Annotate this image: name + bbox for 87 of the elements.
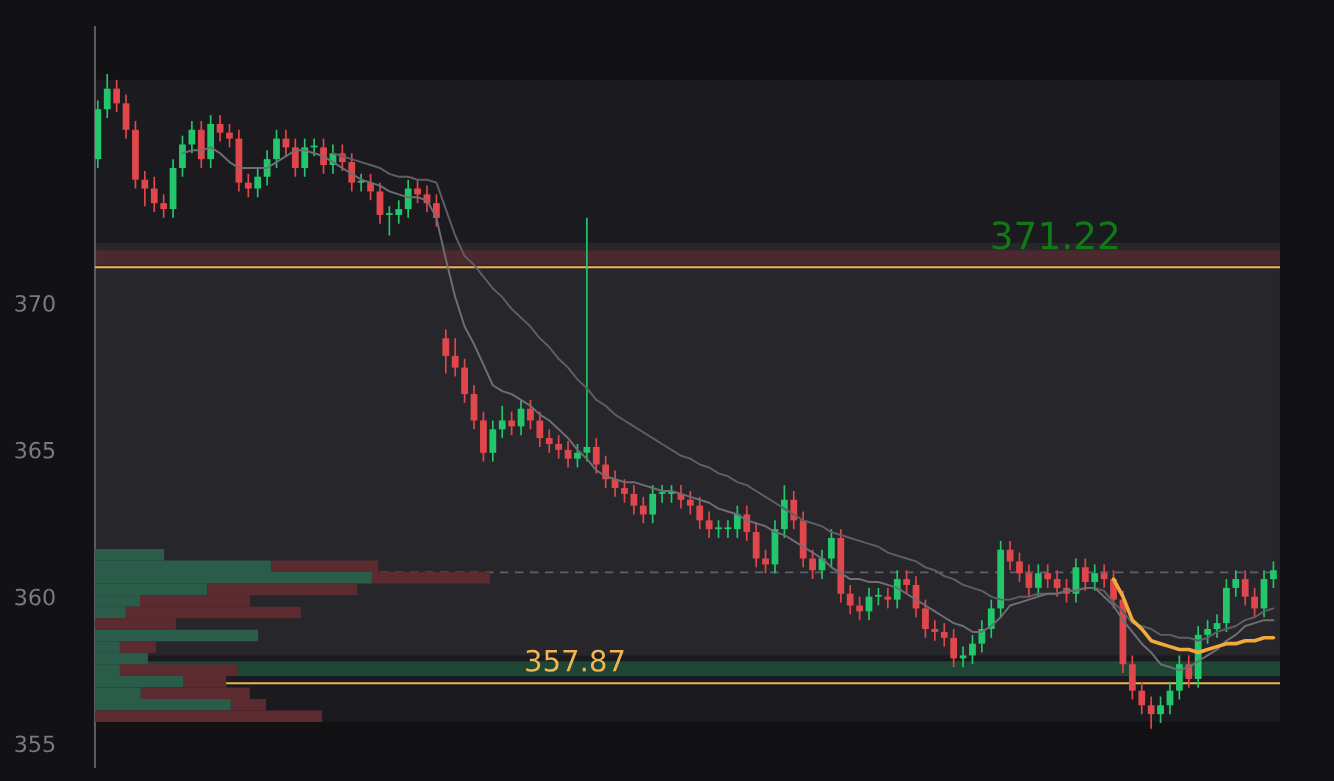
candlestick <box>1232 569 1240 598</box>
candlestick <box>893 569 901 610</box>
candlestick <box>931 619 939 642</box>
line-series <box>331 152 1275 642</box>
candlestick <box>639 496 647 525</box>
candlestick <box>498 404 506 439</box>
candlestick <box>1204 619 1211 645</box>
candlestick <box>376 181 384 225</box>
candlestick <box>809 548 816 580</box>
candlestick <box>301 137 309 178</box>
candlestick <box>1241 569 1249 607</box>
candlestick <box>357 172 365 193</box>
candlestick <box>536 410 544 448</box>
y-tick-label: 360 <box>15 588 55 606</box>
candlestick <box>404 178 412 219</box>
candlestick <box>658 484 666 504</box>
candlestick <box>1157 695 1164 724</box>
candlestick <box>959 645 967 668</box>
candlestick <box>141 170 149 207</box>
y-tick-label: 370 <box>15 294 55 312</box>
candlestick <box>1270 560 1277 589</box>
candlestick <box>969 634 976 666</box>
y-tick-label: 365 <box>15 441 55 459</box>
candlestick <box>630 484 638 516</box>
candlestick <box>1213 613 1221 639</box>
candlestick <box>583 217 591 463</box>
candlestick <box>545 428 553 454</box>
candlestick <box>451 337 459 378</box>
candlestick <box>724 519 732 539</box>
candlestick <box>1025 563 1033 598</box>
candlestick <box>705 510 713 539</box>
candlestick <box>1100 563 1108 589</box>
candlestick <box>1147 695 1155 730</box>
candlestick <box>743 504 751 542</box>
line-series <box>1111 577 1276 655</box>
candlestick <box>696 496 704 530</box>
candlestick <box>686 490 694 516</box>
candlestick <box>244 172 252 199</box>
bar <box>119 641 156 653</box>
candlestick <box>385 205 393 237</box>
candlestick <box>733 504 741 539</box>
candlestick <box>1016 551 1023 583</box>
candlestick <box>592 437 600 475</box>
candlestick <box>856 595 863 622</box>
candlestick <box>160 193 168 219</box>
candlestick <box>564 440 572 469</box>
candlestick <box>254 167 262 199</box>
candlestick <box>940 622 948 648</box>
candlestick <box>884 587 892 610</box>
candlestick <box>348 152 356 193</box>
candlestick <box>846 584 854 616</box>
annotation: 357.87 <box>526 649 624 672</box>
candlestick <box>574 443 581 469</box>
candlestick <box>291 137 299 178</box>
y-tick-label: 355 <box>15 735 55 753</box>
candlestick <box>1044 563 1052 589</box>
candlestick <box>489 419 497 463</box>
ref-line-label: 371.22 <box>992 221 1118 250</box>
candlestick <box>150 175 158 213</box>
candlestick <box>950 628 958 668</box>
candlestick <box>273 128 280 169</box>
candlestick <box>922 598 929 639</box>
candlestick <box>555 434 563 460</box>
candlestick <box>395 199 403 225</box>
candlestick <box>103 73 111 119</box>
candlestick <box>508 410 516 437</box>
candlestick <box>442 328 450 375</box>
candlestick <box>188 120 196 155</box>
candlestick <box>1081 557 1089 592</box>
candlestick <box>1185 654 1193 689</box>
candlestick <box>179 134 186 178</box>
candlestick <box>1034 563 1042 598</box>
candlestick <box>1091 563 1099 592</box>
candlestick <box>226 123 233 149</box>
candlestick <box>216 114 224 143</box>
candlestick <box>527 399 534 431</box>
candlestick <box>828 528 835 569</box>
candlestick <box>987 598 995 639</box>
candlestick <box>621 478 628 504</box>
candlestick <box>1138 681 1146 715</box>
candlestick <box>978 619 986 654</box>
candlestick <box>903 569 911 595</box>
candlestick <box>1053 569 1061 598</box>
candlestick <box>649 484 657 525</box>
candlestick <box>1251 587 1258 619</box>
candlestick <box>113 79 121 113</box>
candlestick <box>320 137 327 175</box>
